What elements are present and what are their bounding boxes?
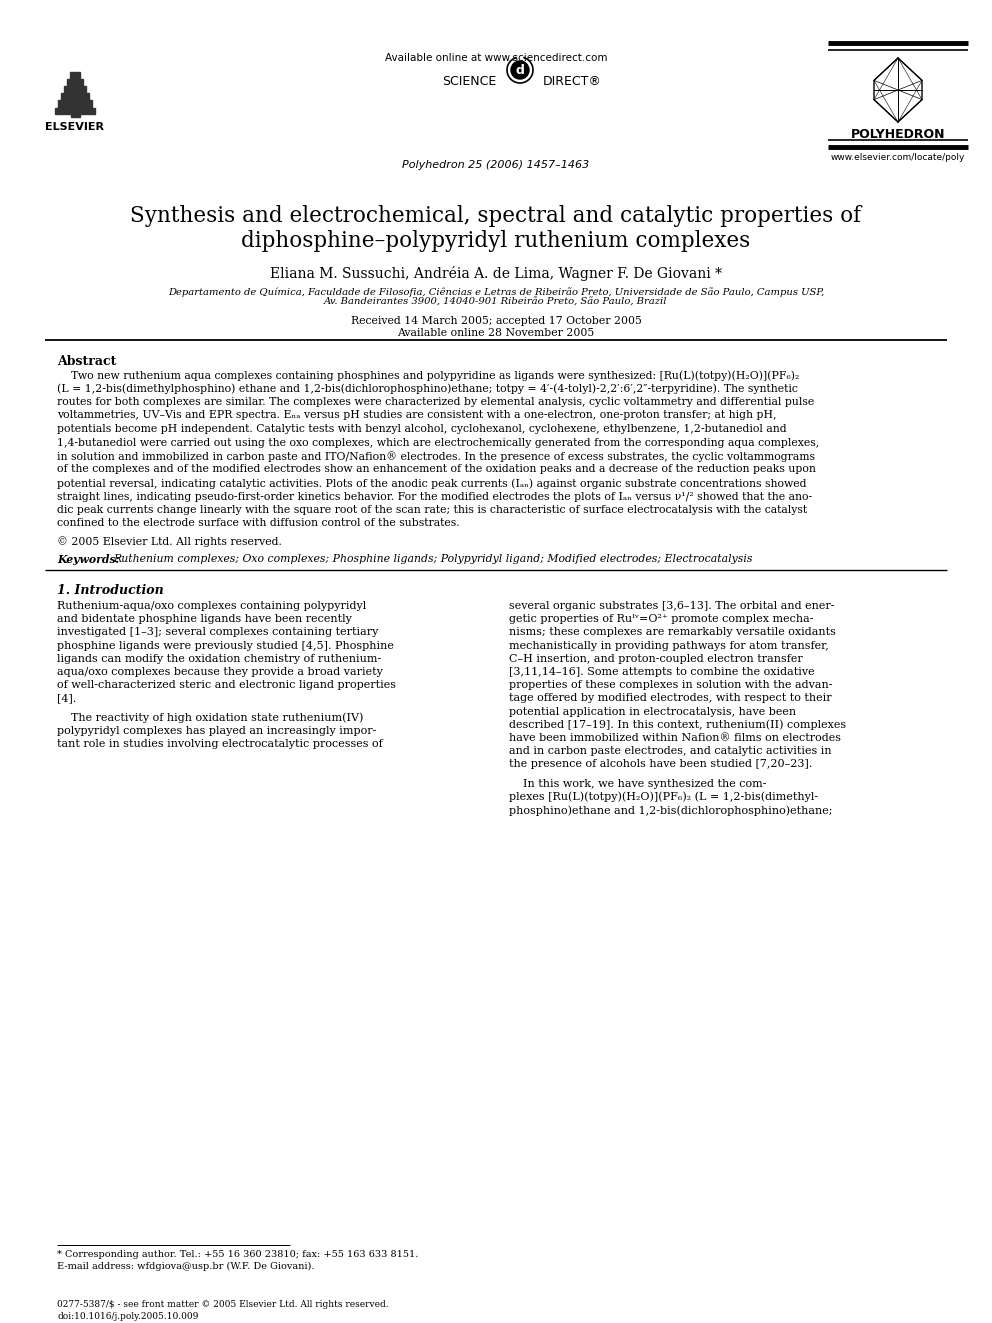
Text: Av. Bandeirantes 3900, 14040-901 Ribeirão Preto, São Paulo, Brazil: Av. Bandeirantes 3900, 14040-901 Ribeirã… (324, 298, 668, 307)
Text: mechanistically in providing pathways for atom transfer,: mechanistically in providing pathways fo… (509, 640, 828, 651)
Text: tage offered by modified electrodes, with respect to their: tage offered by modified electrodes, wit… (509, 693, 831, 704)
Text: [3,11,14–16]. Some attempts to combine the oxidative: [3,11,14–16]. Some attempts to combine t… (509, 667, 814, 677)
Text: The reactivity of high oxidation state ruthenium(IV): The reactivity of high oxidation state r… (57, 713, 363, 724)
Text: and bidentate phosphine ligands have been recently: and bidentate phosphine ligands have bee… (57, 614, 352, 624)
Text: plexes [Ru(L)(totpy)(H₂O)](PF₆)₂ (L = 1,2-bis(dimethyl-: plexes [Ru(L)(totpy)(H₂O)](PF₆)₂ (L = 1,… (509, 791, 818, 802)
Text: several organic substrates [3,6–13]. The orbital and ener-: several organic substrates [3,6–13]. The… (509, 601, 834, 611)
Text: www.elsevier.com/locate/poly: www.elsevier.com/locate/poly (831, 153, 965, 161)
Text: aqua/oxo complexes because they provide a broad variety: aqua/oxo complexes because they provide … (57, 667, 383, 677)
Text: SCIENCE: SCIENCE (441, 75, 496, 89)
Text: nisms; these complexes are remarkably versatile oxidants: nisms; these complexes are remarkably ve… (509, 627, 836, 638)
Bar (70, 71, 80, 79)
Text: in solution and immobilized in carbon paste and ITO/Nafion® electrodes. In the p: in solution and immobilized in carbon pa… (57, 451, 815, 462)
Text: Available online at www.sciencedirect.com: Available online at www.sciencedirect.co… (385, 53, 607, 64)
Text: polypyridyl complexes has played an increasingly impor-: polypyridyl complexes has played an incr… (57, 726, 376, 736)
Text: © 2005 Elsevier Ltd. All rights reserved.: © 2005 Elsevier Ltd. All rights reserved… (57, 536, 282, 546)
Text: [4].: [4]. (57, 693, 76, 704)
Text: dic peak currents change linearly with the square root of the scan rate; this is: dic peak currents change linearly with t… (57, 505, 807, 515)
Text: routes for both complexes are similar. The complexes were characterized by eleme: routes for both complexes are similar. T… (57, 397, 814, 407)
Text: DIRECT®: DIRECT® (543, 75, 602, 89)
Text: In this work, we have synthesized the com-: In this work, we have synthesized the co… (509, 779, 767, 789)
Text: Abstract: Abstract (57, 355, 116, 368)
Text: Keywords:: Keywords: (57, 554, 123, 565)
Text: * Corresponding author. Tel.: +55 16 360 23810; fax: +55 163 633 8151.: * Corresponding author. Tel.: +55 16 360… (57, 1250, 419, 1259)
Text: Departamento de Química, Faculdade de Filosofia, Ciências e Letras de Ribeirão P: Departamento de Química, Faculdade de Fi… (168, 287, 824, 296)
Text: getic properties of Ruᴵᵛ=O²⁺ promote complex mecha-: getic properties of Ruᴵᵛ=O²⁺ promote com… (509, 614, 813, 624)
Text: POLYHEDRON: POLYHEDRON (851, 128, 945, 142)
Text: the presence of alcohols have been studied [7,20–23].: the presence of alcohols have been studi… (509, 759, 812, 770)
Text: potential reversal, indicating catalytic activities. Plots of the anodic peak cu: potential reversal, indicating catalytic… (57, 478, 806, 488)
Text: of the complexes and of the modified electrodes show an enhancement of the oxida: of the complexes and of the modified ele… (57, 464, 815, 475)
Text: phosphino)ethane and 1,2-bis(dichlorophosphino)ethane;: phosphino)ethane and 1,2-bis(dichloropho… (509, 804, 832, 815)
Text: E-mail address: wfdgiova@usp.br (W.F. De Giovani).: E-mail address: wfdgiova@usp.br (W.F. De… (57, 1262, 314, 1271)
Text: ELSEVIER: ELSEVIER (46, 122, 104, 132)
Text: Polyhedron 25 (2006) 1457–1463: Polyhedron 25 (2006) 1457–1463 (403, 160, 589, 169)
Text: confined to the electrode surface with diffusion control of the substrates.: confined to the electrode surface with d… (57, 519, 459, 528)
Text: potentials become pH independent. Catalytic tests with benzyl alcohol, cyclohexa: potentials become pH independent. Cataly… (57, 423, 787, 434)
Text: Two new ruthenium aqua complexes containing phosphines and polypyridine as ligan: Two new ruthenium aqua complexes contain… (57, 370, 800, 381)
Bar (64, 86, 86, 94)
Text: doi:10.1016/j.poly.2005.10.009: doi:10.1016/j.poly.2005.10.009 (57, 1312, 198, 1320)
Text: investigated [1–3]; several complexes containing tertiary: investigated [1–3]; several complexes co… (57, 627, 378, 638)
Text: voltammetries, UV–Vis and EPR spectra. Eₙₐ versus pH studies are consistent with: voltammetries, UV–Vis and EPR spectra. E… (57, 410, 777, 421)
Bar (58, 101, 92, 108)
Text: and in carbon paste electrodes, and catalytic activities in: and in carbon paste electrodes, and cata… (509, 746, 831, 757)
Text: properties of these complexes in solution with the advan-: properties of these complexes in solutio… (509, 680, 832, 691)
Text: of well-characterized steric and electronic ligand properties: of well-characterized steric and electro… (57, 680, 396, 691)
Text: straight lines, indicating pseudo-first-order kinetics behavior. For the modifie: straight lines, indicating pseudo-first-… (57, 492, 812, 501)
Text: ligands can modify the oxidation chemistry of ruthenium-: ligands can modify the oxidation chemist… (57, 654, 381, 664)
Bar (71, 110, 80, 116)
Text: have been immobilized within Nafion® films on electrodes: have been immobilized within Nafion® fil… (509, 733, 841, 744)
Text: Synthesis and electrochemical, spectral and catalytic properties of: Synthesis and electrochemical, spectral … (130, 205, 862, 228)
Text: Available online 28 November 2005: Available online 28 November 2005 (398, 328, 594, 337)
Text: Ruthenium complexes; Oxo complexes; Phosphine ligands; Polypyridyl ligand; Modif: Ruthenium complexes; Oxo complexes; Phos… (113, 554, 753, 564)
Text: described [17–19]. In this context, ruthenium(II) complexes: described [17–19]. In this context, ruth… (509, 720, 846, 730)
Text: phosphine ligands were previously studied [4,5]. Phosphine: phosphine ligands were previously studie… (57, 640, 394, 651)
Text: diphosphine–polypyridyl ruthenium complexes: diphosphine–polypyridyl ruthenium comple… (241, 230, 751, 251)
Bar (55, 108, 95, 114)
Text: 1,4-butanediol were carried out using the oxo complexes, which are electrochemic: 1,4-butanediol were carried out using th… (57, 438, 819, 447)
Text: Ruthenium-aqua/oxo complexes containing polypyridyl: Ruthenium-aqua/oxo complexes containing … (57, 601, 366, 611)
Text: tant role in studies involving electrocatalytic processes of: tant role in studies involving electroca… (57, 740, 383, 749)
Text: Received 14 March 2005; accepted 17 October 2005: Received 14 March 2005; accepted 17 Octo… (350, 316, 642, 325)
Bar (67, 79, 83, 87)
Text: Eliana M. Sussuchi, Andréia A. de Lima, Wagner F. De Giovani *: Eliana M. Sussuchi, Andréia A. de Lima, … (270, 266, 722, 280)
Text: d: d (516, 64, 525, 77)
Bar (61, 93, 89, 101)
Text: C–H insertion, and proton-coupled electron transfer: C–H insertion, and proton-coupled electr… (509, 654, 803, 664)
Text: 1. Introduction: 1. Introduction (57, 583, 164, 597)
Circle shape (511, 61, 529, 79)
Text: (L = 1,2-bis(dimethylphosphino) ethane and 1,2-bis(dichlorophosphino)ethane; tot: (L = 1,2-bis(dimethylphosphino) ethane a… (57, 384, 798, 394)
Text: 0277-5387/$ - see front matter © 2005 Elsevier Ltd. All rights reserved.: 0277-5387/$ - see front matter © 2005 El… (57, 1301, 389, 1308)
Text: potential application in electrocatalysis, have been: potential application in electrocatalysi… (509, 706, 797, 717)
